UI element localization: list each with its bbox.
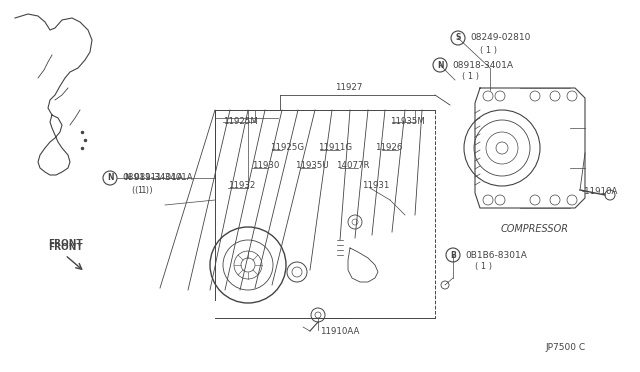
Text: FRONT: FRONT [48, 244, 83, 253]
Text: 11926: 11926 [375, 144, 403, 153]
Text: 11925M: 11925M [223, 118, 258, 126]
Text: 11927: 11927 [335, 83, 362, 93]
Text: 08249-02810: 08249-02810 [470, 33, 531, 42]
Text: N: N [107, 173, 113, 183]
Text: B: B [450, 250, 456, 260]
Text: 0B1B6-8301A: 0B1B6-8301A [465, 250, 527, 260]
Text: ( 1 ): ( 1 ) [135, 186, 152, 195]
Text: N 08911-3401A: N 08911-3401A [125, 173, 193, 183]
Text: 11935U: 11935U [295, 160, 329, 170]
Text: ( 1 ): ( 1 ) [462, 73, 479, 81]
Text: 08911-3401A: 08911-3401A [122, 173, 183, 183]
Text: N: N [436, 61, 444, 70]
Text: 11935M: 11935M [390, 118, 425, 126]
Text: -11910A: -11910A [582, 187, 618, 196]
Text: ( 1 ): ( 1 ) [475, 263, 492, 272]
Text: 08918-3401A: 08918-3401A [452, 61, 513, 70]
Text: 11925G: 11925G [270, 144, 304, 153]
Text: JP7500 C: JP7500 C [545, 343, 585, 353]
Text: 11932: 11932 [228, 180, 255, 189]
Text: 11931: 11931 [362, 180, 389, 189]
Text: ( 1 ): ( 1 ) [132, 186, 149, 195]
Text: ( 1 ): ( 1 ) [480, 45, 497, 55]
Text: S: S [455, 33, 461, 42]
Text: 11930: 11930 [252, 160, 280, 170]
Text: 11910AA: 11910AA [320, 327, 360, 337]
Text: 11911G: 11911G [318, 144, 352, 153]
Text: 14077R: 14077R [336, 160, 369, 170]
Text: COMPRESSOR: COMPRESSOR [501, 224, 569, 234]
Text: FRONT: FRONT [48, 239, 83, 248]
